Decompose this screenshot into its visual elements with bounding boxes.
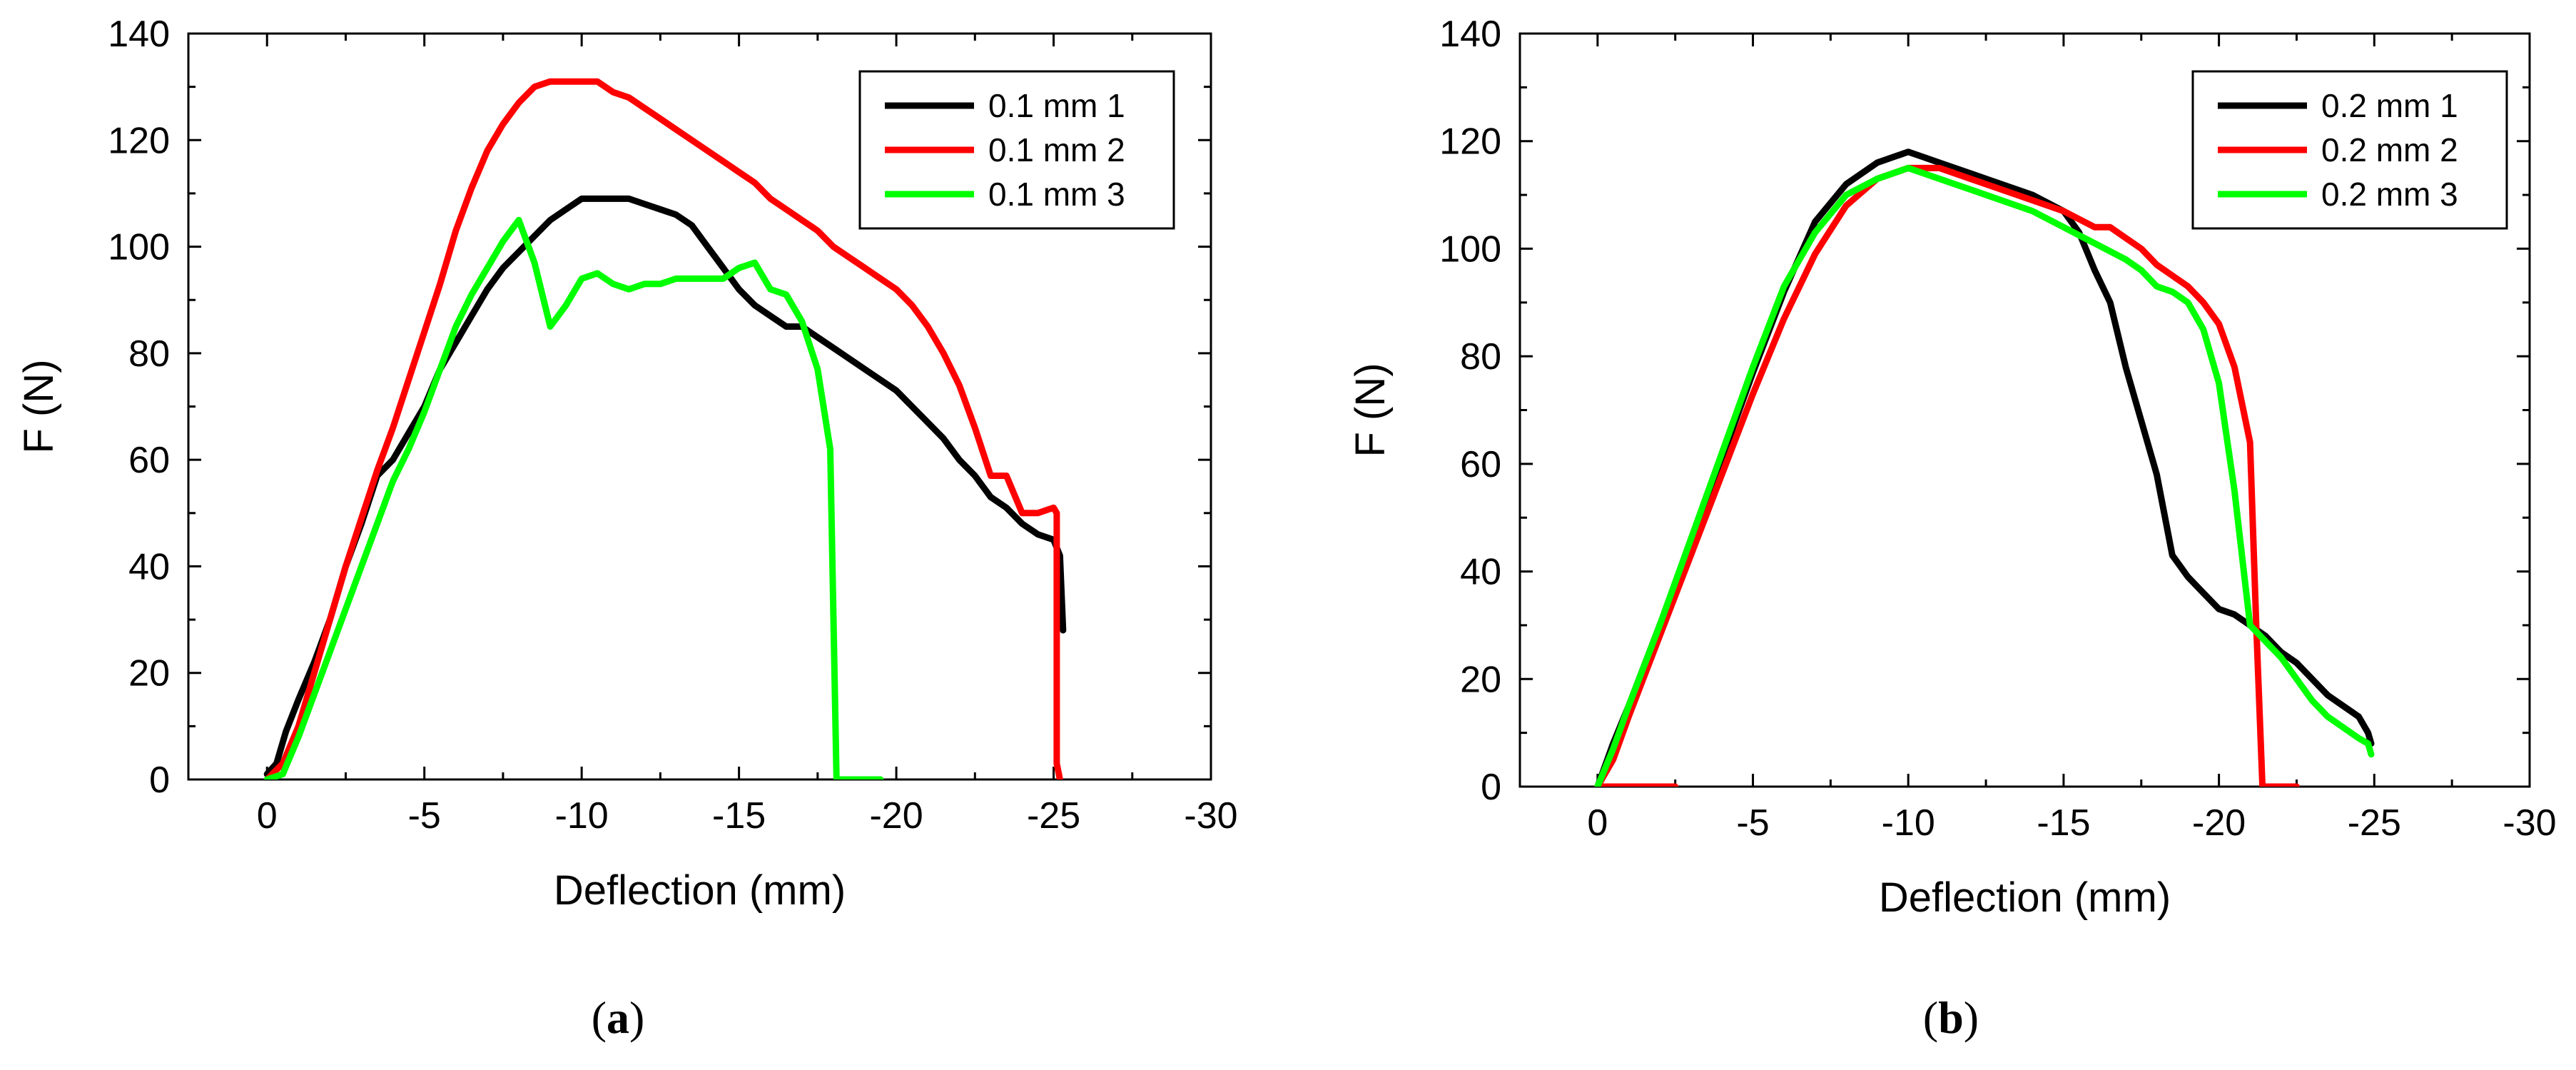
- y-tick-label: 40: [128, 546, 170, 587]
- y-tick-label: 140: [108, 14, 170, 55]
- legend-label: 0.2 mm 3: [2321, 176, 2458, 213]
- x-tick-label: -25: [2348, 802, 2401, 844]
- y-tick-label: 120: [1439, 121, 1501, 163]
- legend-label: 0.1 mm 1: [988, 87, 1125, 124]
- x-tick-label: -5: [1736, 802, 1769, 844]
- x-tick-label: -20: [2192, 802, 2246, 844]
- x-tick-label: -15: [712, 795, 766, 837]
- panel-caption: (a): [592, 992, 645, 1043]
- y-tick-label: 40: [1460, 552, 1501, 593]
- x-tick-label: -30: [2503, 802, 2556, 844]
- series-group: [263, 78, 1067, 779]
- y-tick-label: 0: [1481, 767, 1501, 808]
- y-tick-label: 80: [1460, 336, 1501, 378]
- x-tick-label: -5: [408, 795, 441, 837]
- legend: 0.2 mm 1 0.2 mm 2 0.2 mm 3: [2191, 70, 2508, 230]
- panel-caption: (b): [1923, 992, 1979, 1043]
- x-tick-label: -25: [1027, 795, 1080, 837]
- x-tick-label: -10: [555, 795, 609, 837]
- y-tick-label: 100: [1439, 228, 1501, 270]
- x-tick-label: 0: [257, 795, 278, 837]
- legend-label: 0.2 mm 2: [2321, 131, 2458, 168]
- y-tick-label: 140: [1439, 14, 1501, 55]
- x-tick-label: -10: [1882, 802, 1935, 844]
- y-axis-title: F (N): [1347, 363, 1394, 457]
- legend-label: 0.2 mm 1: [2321, 87, 2458, 124]
- x-tick-label: -20: [869, 795, 923, 837]
- x-tick-label: -30: [1184, 795, 1237, 837]
- x-tick-label: -15: [2037, 802, 2090, 844]
- x-axis-title: Deflection (mm): [554, 867, 846, 914]
- series-line-2: [263, 78, 1063, 779]
- y-tick-label: 20: [1460, 659, 1501, 700]
- y-tick-label: 60: [1460, 444, 1501, 485]
- series-group: [1594, 148, 2375, 787]
- legend-label: 0.1 mm 3: [988, 176, 1125, 213]
- y-tick-label: 120: [108, 120, 170, 161]
- series-line-3: [1594, 164, 2375, 787]
- x-tick-label: 0: [1587, 802, 1608, 844]
- chart-panel-a: 0 -5 -10 -15 -20 -25 -30 0 20 40 60 80 100 120 140 Defl…: [16, 14, 1238, 1043]
- y-tick-label: 100: [108, 227, 170, 268]
- x-axis-title: Deflection (mm): [1879, 874, 2171, 921]
- legend: 0.1 mm 1 0.1 mm 2 0.1 mm 3: [858, 70, 1175, 230]
- y-tick-label: 0: [149, 759, 170, 801]
- y-tick-label: 20: [128, 653, 170, 695]
- series-line-2: [1594, 164, 2300, 787]
- y-tick-label: 80: [128, 333, 170, 375]
- chart-panel-b: 0 -5 -10 -15 -20 -25 -30 0 20 40 60 80 100 120 140 Defl…: [1347, 14, 2557, 1043]
- y-tick-label: 60: [128, 440, 170, 481]
- series-line-3: [263, 216, 884, 779]
- legend-label: 0.1 mm 2: [988, 131, 1125, 168]
- series-line-1: [263, 195, 1067, 777]
- y-axis-title: F (N): [16, 359, 62, 453]
